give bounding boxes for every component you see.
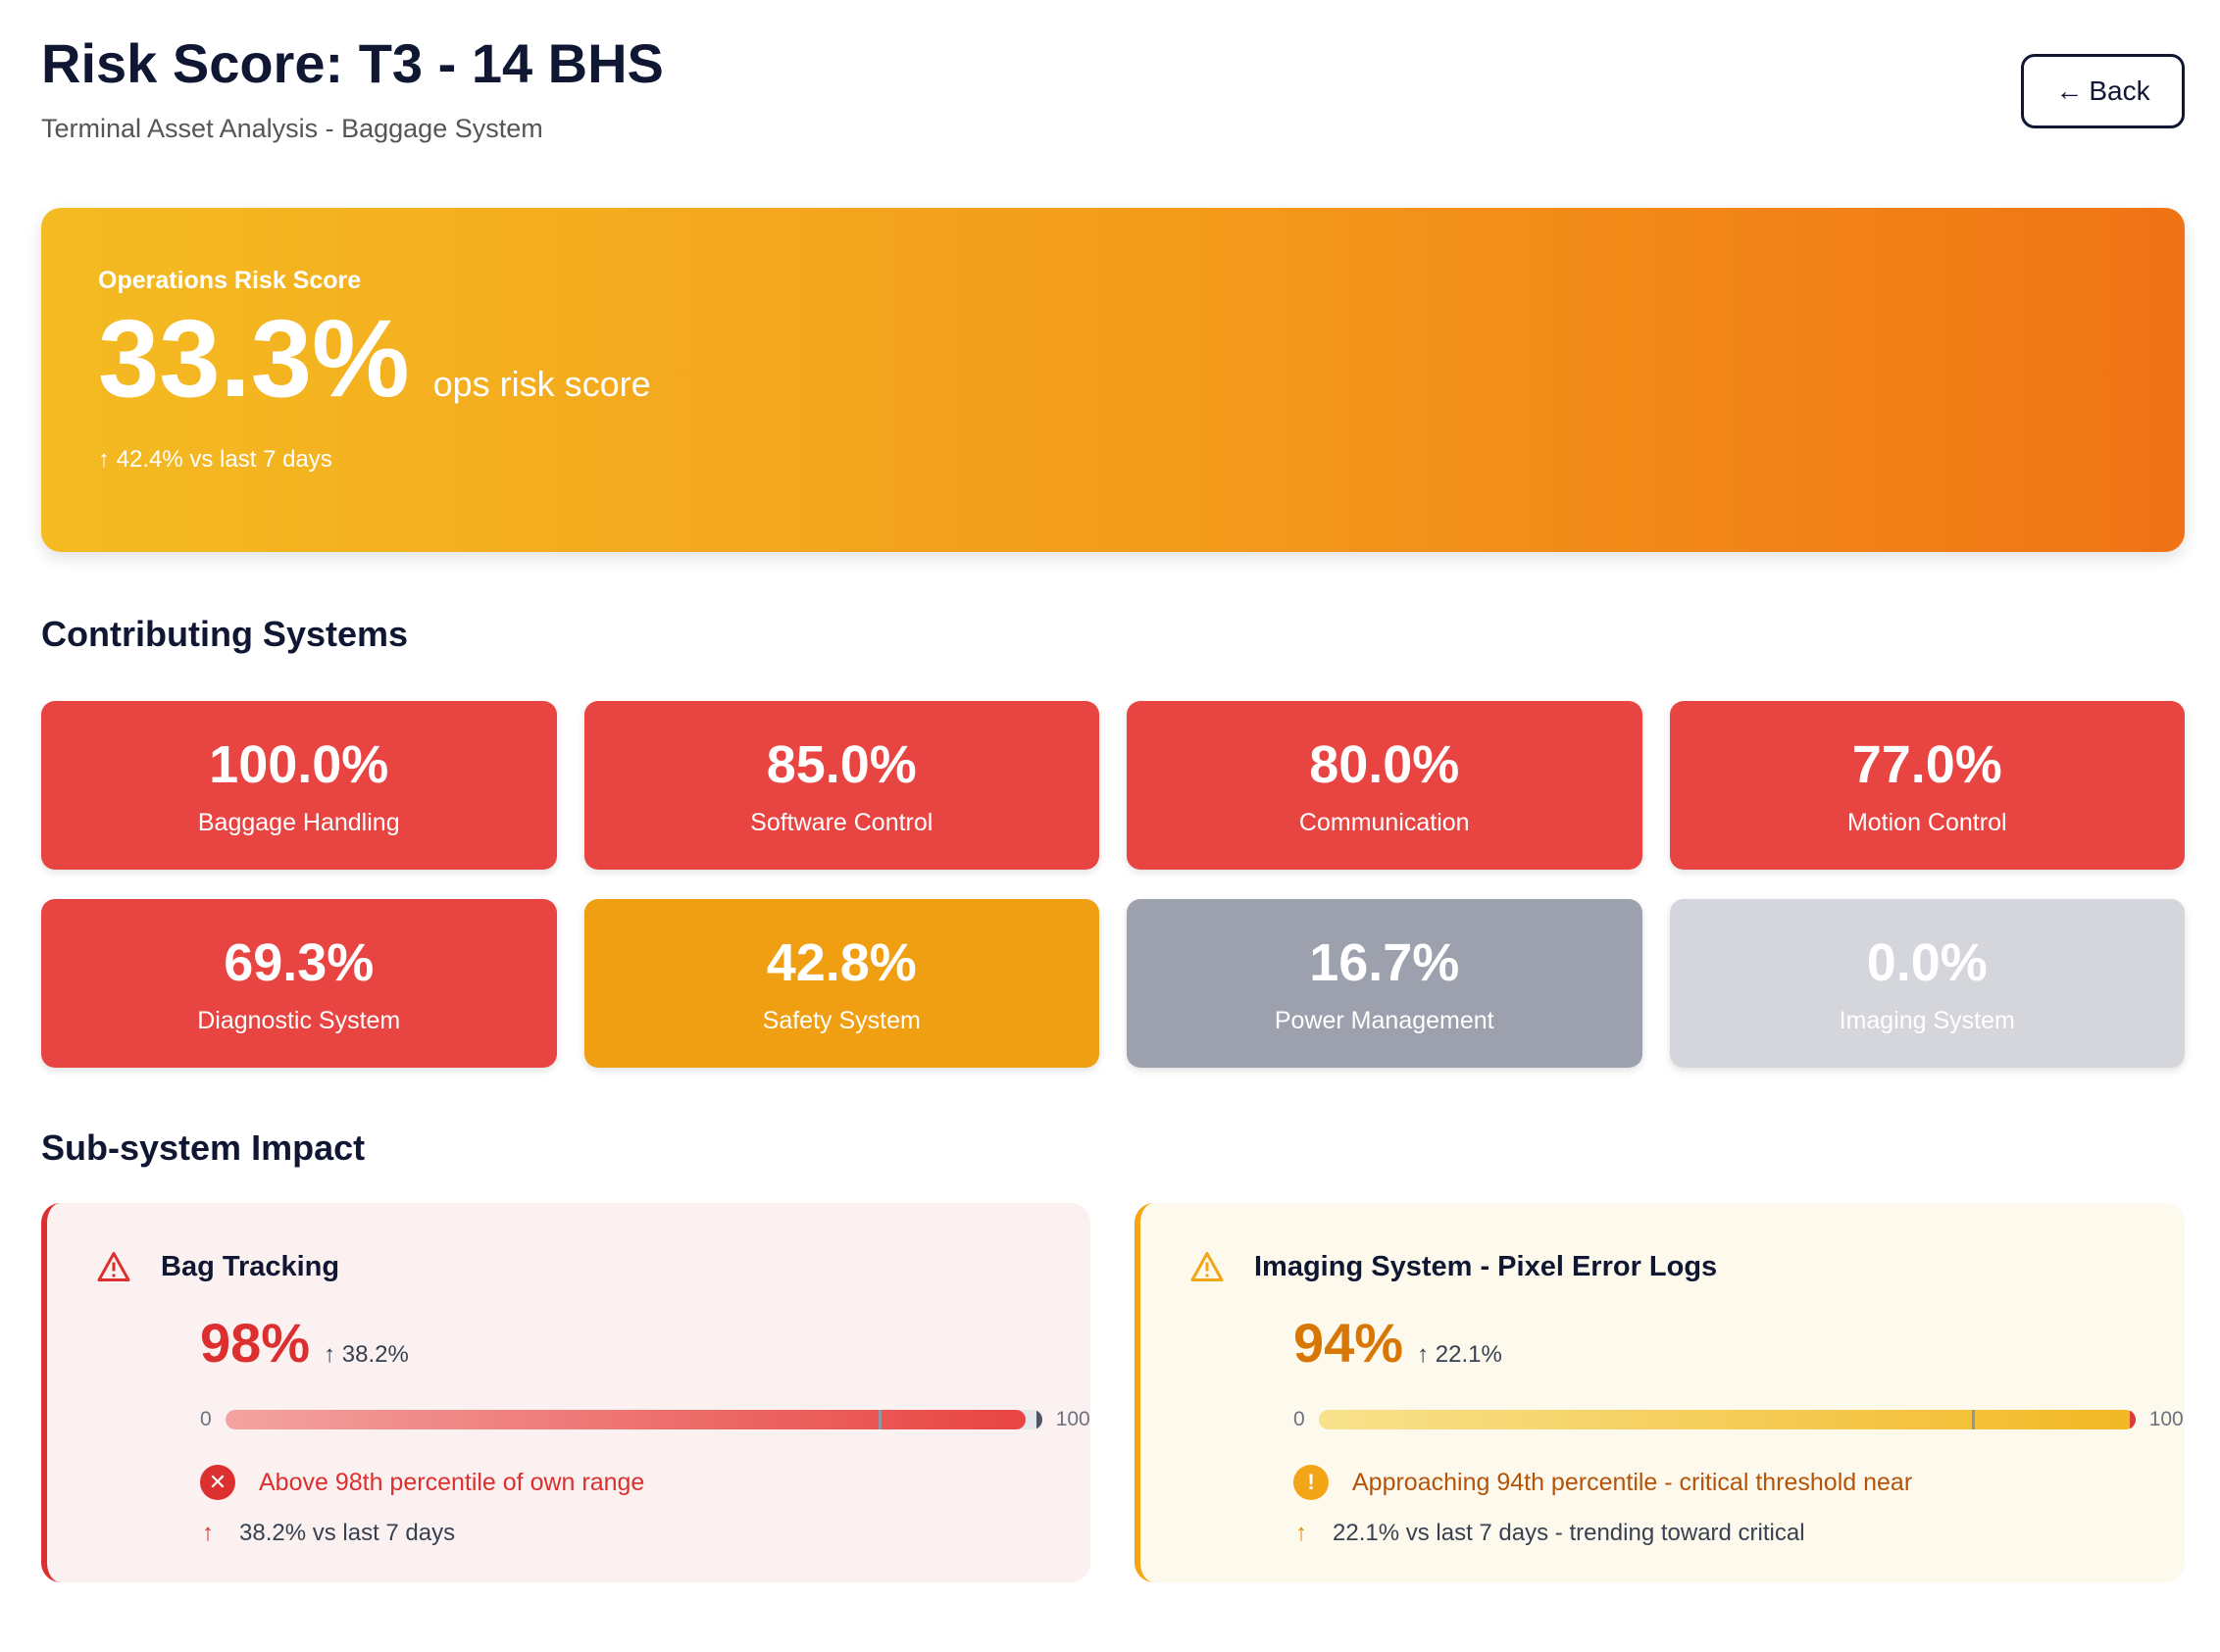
system-card[interactable]: 69.3% Diagnostic System bbox=[41, 899, 557, 1068]
threshold-marker bbox=[1972, 1410, 1976, 1429]
risk-progress-bar bbox=[1318, 1410, 2136, 1429]
system-card[interactable]: 16.7% Power Management bbox=[1127, 899, 1642, 1068]
threshold-marker bbox=[879, 1410, 883, 1429]
arrow-up-icon: ↑ bbox=[202, 1520, 214, 1546]
back-button[interactable]: ← Back bbox=[2021, 54, 2185, 128]
system-name: Software Control bbox=[750, 808, 933, 836]
hero-label: Operations Risk Score bbox=[98, 267, 362, 294]
page-title: Risk Score: T3 - 14 BHS bbox=[41, 32, 664, 94]
arrow-left-icon: ← bbox=[2055, 75, 2084, 106]
subsystem-title: Bag Tracking bbox=[161, 1250, 340, 1282]
subsystem-panel: Imaging System - Pixel Error Logs 94% ↑ 2… bbox=[1135, 1203, 2185, 1582]
subsystem-heading: Sub-system Impact bbox=[41, 1127, 366, 1168]
subsystem-title: Imaging System - Pixel Error Logs bbox=[1254, 1250, 1718, 1282]
system-card[interactable]: 80.0% Communication bbox=[1127, 701, 1642, 870]
bar-max-label: 100 bbox=[1055, 1408, 1090, 1430]
hero-delta: ↑ 42.4% vs last 7 days bbox=[98, 445, 332, 473]
subsystem-trend: 38.2% vs last 7 days bbox=[239, 1520, 456, 1546]
system-card[interactable]: 0.0% Imaging System bbox=[1669, 899, 2185, 1068]
subsystem-value: 98% bbox=[200, 1312, 311, 1374]
bar-min-label: 0 bbox=[1293, 1408, 1305, 1430]
ops-risk-hero: Operations Risk Score 33.3% ops risk scor… bbox=[41, 208, 2185, 552]
risk-progress-bar bbox=[225, 1410, 1042, 1429]
subsystem-panel: Bag Tracking 98% ↑ 38.2% 0 100 ✕ Above 98t… bbox=[41, 1203, 1090, 1582]
bar-fill bbox=[1318, 1410, 2136, 1429]
alert-circle-icon: ! bbox=[1293, 1465, 1329, 1500]
system-value: 69.3% bbox=[224, 932, 375, 992]
bar-min-label: 0 bbox=[200, 1408, 212, 1430]
subsystem-delta: ↑ 38.2% bbox=[324, 1341, 409, 1368]
subsystem-delta: ↑ 22.1% bbox=[1417, 1341, 1502, 1368]
system-value: 16.7% bbox=[1309, 932, 1460, 992]
system-value: 77.0% bbox=[1851, 734, 2002, 794]
back-label: Back bbox=[2089, 75, 2150, 106]
error-circle-icon: ✕ bbox=[200, 1465, 235, 1500]
hero-value: 33.3% bbox=[98, 297, 410, 420]
warning-triangle-icon bbox=[1190, 1252, 1224, 1281]
system-card[interactable]: 85.0% Software Control bbox=[583, 701, 1099, 870]
system-value: 100.0% bbox=[209, 734, 389, 794]
system-card[interactable]: 42.8% Safety System bbox=[583, 899, 1099, 1068]
page-subtitle: Terminal Asset Analysis - Baggage System bbox=[41, 114, 543, 143]
warning-triangle-icon bbox=[97, 1252, 130, 1281]
system-name: Motion Control bbox=[1846, 808, 2007, 836]
bar-end-cap bbox=[1035, 1410, 1042, 1429]
system-name: Baggage Handling bbox=[197, 808, 400, 836]
system-value: 80.0% bbox=[1309, 734, 1460, 794]
hero-unit: ops risk score bbox=[432, 364, 651, 404]
system-name: Diagnostic System bbox=[197, 1006, 401, 1034]
system-name: Imaging System bbox=[1839, 1006, 2015, 1034]
subsystem-message: Approaching 94th percentile - critical t… bbox=[1352, 1468, 1913, 1496]
bar-max-label: 100 bbox=[2148, 1408, 2184, 1430]
arrow-up-icon: ↑ bbox=[1295, 1520, 1307, 1546]
system-card[interactable]: 100.0% Baggage Handling bbox=[41, 701, 557, 870]
system-value: 85.0% bbox=[766, 734, 917, 794]
subsystem-value: 94% bbox=[1293, 1312, 1404, 1374]
subsystem-message: Above 98th percentile of own range bbox=[259, 1468, 645, 1496]
bar-end-cap bbox=[2129, 1410, 2136, 1429]
system-cards: 100.0% Baggage Handling 85.0% Software Cont… bbox=[41, 701, 2185, 1068]
system-name: Power Management bbox=[1274, 1006, 1494, 1034]
contributing-heading: Contributing Systems bbox=[41, 614, 409, 654]
bar-fill bbox=[225, 1410, 1027, 1429]
subsystem-trend: 22.1% vs last 7 days - trending toward c… bbox=[1333, 1520, 1805, 1546]
system-value: 42.8% bbox=[766, 932, 917, 992]
system-name: Communication bbox=[1298, 808, 1470, 836]
system-card[interactable]: 77.0% Motion Control bbox=[1669, 701, 2185, 870]
system-value: 0.0% bbox=[1866, 932, 1988, 992]
system-name: Safety System bbox=[762, 1006, 921, 1034]
